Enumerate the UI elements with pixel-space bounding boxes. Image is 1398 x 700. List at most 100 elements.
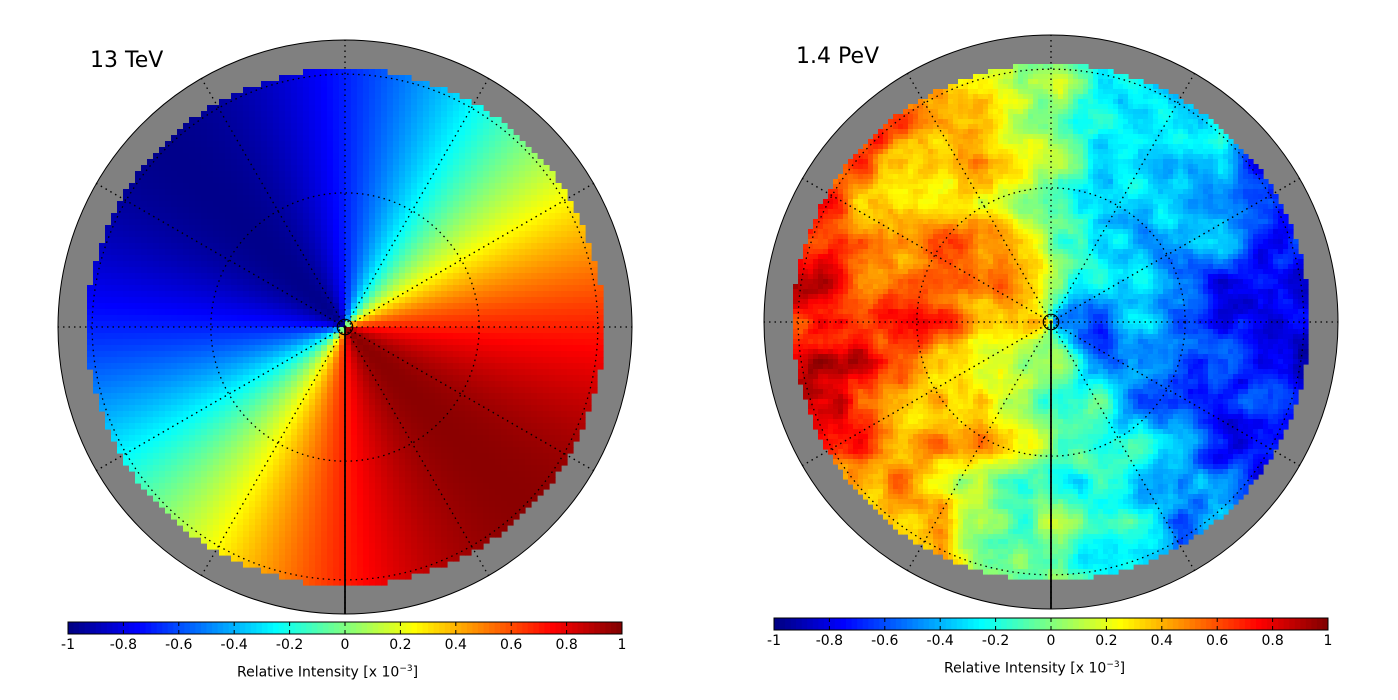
heatmap-cell	[153, 471, 160, 478]
heatmap-cell	[501, 411, 508, 418]
heatmap-cell	[339, 141, 346, 148]
heatmap-cell	[579, 297, 586, 304]
heatmap-cell	[357, 405, 364, 412]
heatmap-cell	[105, 345, 112, 352]
heatmap-cell	[123, 375, 130, 382]
heatmap-cell	[249, 435, 256, 442]
heatmap-cell	[141, 213, 148, 220]
heatmap-cell	[507, 423, 514, 430]
heatmap-cell	[525, 183, 532, 190]
heatmap-cell	[375, 297, 382, 304]
heatmap-cell	[465, 123, 472, 130]
heatmap-cell	[525, 339, 532, 346]
heatmap-cell	[441, 339, 448, 346]
heatmap-cell	[243, 429, 250, 436]
heatmap-cell	[387, 411, 394, 418]
heatmap-cell	[495, 315, 502, 322]
heatmap-cell	[465, 219, 472, 226]
heatmap-cell	[111, 345, 118, 352]
heatmap-cell	[549, 363, 556, 370]
heatmap-cell	[117, 315, 124, 322]
heatmap-cell	[327, 405, 334, 412]
heatmap-cell	[393, 327, 400, 334]
heatmap-cell	[567, 249, 574, 256]
heatmap-cell	[501, 429, 508, 436]
heatmap-cell	[297, 135, 304, 142]
heatmap-cell	[159, 375, 166, 382]
heatmap-cell	[411, 393, 418, 400]
heatmap-cell	[201, 471, 208, 478]
heatmap-cell	[213, 123, 220, 130]
heatmap-cell	[165, 417, 172, 424]
heatmap-cell	[411, 405, 418, 412]
heatmap-cell	[489, 147, 496, 154]
heatmap-cell	[369, 117, 376, 124]
heatmap-cell	[339, 207, 346, 214]
heatmap-cell	[561, 405, 568, 412]
heatmap-cell	[159, 231, 166, 238]
heatmap-cell	[465, 231, 472, 238]
heatmap-cell	[141, 309, 148, 316]
heatmap-cell	[297, 345, 304, 352]
heatmap-cell	[447, 147, 454, 154]
heatmap-cell	[267, 81, 274, 88]
heatmap-cell	[483, 207, 490, 214]
heatmap-cell	[303, 447, 310, 454]
heatmap-cell	[279, 465, 286, 472]
heatmap-cell	[195, 393, 202, 400]
heatmap-cell	[219, 375, 226, 382]
heatmap-cell	[117, 213, 124, 220]
heatmap-cell	[363, 375, 370, 382]
heatmap-cell	[201, 117, 208, 124]
heatmap-cell	[477, 315, 484, 322]
heatmap-cell	[279, 219, 286, 226]
heatmap-cell	[483, 465, 490, 472]
heatmap-cell	[495, 417, 502, 424]
heatmap-cell	[213, 159, 220, 166]
heatmap-cell	[369, 459, 376, 466]
heatmap-cell	[549, 225, 556, 232]
heatmap-cell	[507, 387, 514, 394]
heatmap-cell	[537, 285, 544, 292]
heatmap-cell	[357, 447, 364, 454]
heatmap-cell	[147, 351, 154, 358]
heatmap-cell	[177, 447, 184, 454]
heatmap-cell	[495, 231, 502, 238]
heatmap-cell	[507, 249, 514, 256]
heatmap-cell	[555, 327, 562, 334]
heatmap-cell	[453, 435, 460, 442]
heatmap-cell	[537, 219, 544, 226]
heatmap-cell	[429, 147, 436, 154]
heatmap-cell	[333, 387, 340, 394]
heatmap-cell	[321, 399, 328, 406]
heatmap-cell	[393, 123, 400, 130]
heatmap-cell	[273, 267, 280, 274]
heatmap-cell	[441, 429, 448, 436]
heatmap-cell	[357, 393, 364, 400]
heatmap-cell	[195, 201, 202, 208]
heatmap-cell	[309, 165, 316, 172]
heatmap-cell	[357, 471, 364, 478]
heatmap-cell	[99, 357, 106, 364]
heatmap-cell	[243, 111, 250, 118]
heatmap-cell	[411, 279, 418, 286]
heatmap-cell	[573, 321, 580, 328]
heatmap-cell	[519, 267, 526, 274]
heatmap-cell	[417, 135, 424, 142]
heatmap-cell	[183, 477, 190, 484]
heatmap-cell	[297, 297, 304, 304]
heatmap-cell	[483, 261, 490, 268]
heatmap-cell	[177, 183, 184, 190]
heatmap-cell	[441, 399, 448, 406]
heatmap-cell	[459, 267, 466, 274]
heatmap-cell	[549, 279, 556, 286]
heatmap-cell	[507, 441, 514, 448]
heatmap-cell	[399, 75, 406, 82]
heatmap-cell	[315, 261, 322, 268]
heatmap-cell	[327, 105, 334, 112]
heatmap-cell	[291, 177, 298, 184]
heatmap-cell	[411, 477, 418, 484]
heatmap-cell	[549, 435, 556, 442]
heatmap-cell	[189, 117, 196, 124]
heatmap-cell	[267, 465, 274, 472]
